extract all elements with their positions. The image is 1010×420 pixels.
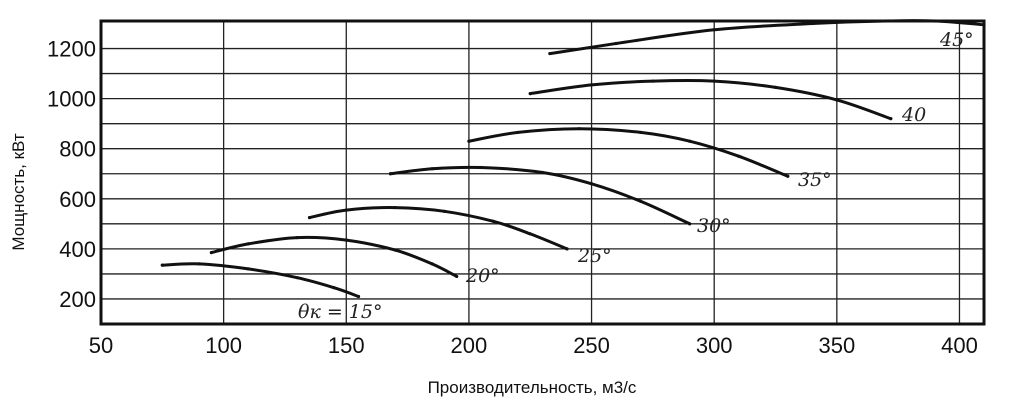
tick-labels: 50 100 150 200 250 300 350 400 200 400 600 800 1000 1… xyxy=(47,37,978,358)
x-tick-label: 400 xyxy=(941,333,978,358)
data-point xyxy=(332,286,336,290)
data-point xyxy=(479,165,483,170)
series-line-3 xyxy=(388,165,692,226)
curve-label-40: 40 xyxy=(901,104,926,126)
data-point xyxy=(516,130,520,135)
curve-label-45: 45° xyxy=(939,29,974,51)
x-tick-label: 200 xyxy=(451,333,488,358)
curve-label-15: θк = 15° xyxy=(298,301,382,323)
curve-label-25: 25° xyxy=(577,245,612,267)
data-point xyxy=(589,182,594,186)
data-point xyxy=(344,208,348,212)
data-point xyxy=(889,117,893,121)
data-point xyxy=(467,139,471,143)
curve-label-30: 30° xyxy=(697,215,731,237)
data-point xyxy=(209,251,213,255)
data-point xyxy=(246,267,250,271)
data-point xyxy=(430,262,434,266)
curves xyxy=(160,19,986,299)
data-point xyxy=(442,209,446,213)
x-tick-label: 50 xyxy=(89,333,113,358)
data-point xyxy=(639,199,643,203)
y-tick-label: 1000 xyxy=(47,87,96,112)
data-point xyxy=(651,79,655,83)
data-point xyxy=(786,174,790,178)
y-tick-label: 400 xyxy=(59,237,96,262)
x-tick-label: 150 xyxy=(328,333,365,358)
series-line-2 xyxy=(308,206,569,251)
data-point xyxy=(810,21,814,26)
data-point xyxy=(344,238,348,242)
data-point xyxy=(491,219,496,223)
data-point xyxy=(356,294,361,299)
data-point xyxy=(712,79,716,83)
data-point xyxy=(737,154,741,158)
plot-frame xyxy=(99,19,986,326)
data-point xyxy=(773,85,778,89)
data-point xyxy=(589,83,594,87)
data-point xyxy=(540,170,545,175)
y-tick-label: 200 xyxy=(59,287,96,312)
y-axis-label: Мощность, кВт xyxy=(9,133,28,250)
data-point xyxy=(614,41,618,46)
x-tick-label: 300 xyxy=(696,333,733,358)
y-tick-label: 800 xyxy=(59,137,96,162)
data-point xyxy=(528,92,532,96)
x-axis-label: Производительность, м3/с xyxy=(428,378,637,397)
data-point xyxy=(246,242,250,246)
curve-label-35: 35° xyxy=(798,169,832,191)
y-tick-label: 600 xyxy=(59,187,96,212)
x-tick-label: 250 xyxy=(573,333,610,358)
series-line-0 xyxy=(160,262,360,298)
data-point xyxy=(307,215,312,220)
curve-label-20: 20° xyxy=(465,265,500,287)
x-tick-label: 100 xyxy=(205,333,242,358)
data-point xyxy=(528,232,532,236)
x-tick-label: 350 xyxy=(818,333,855,358)
grid xyxy=(101,21,984,324)
data-point xyxy=(160,263,164,267)
data-point xyxy=(577,127,581,131)
data-point xyxy=(688,139,692,143)
data-point xyxy=(548,51,552,56)
data-point xyxy=(393,205,397,210)
data-point xyxy=(388,172,393,176)
data-point xyxy=(835,98,839,102)
y-tick-label: 1200 xyxy=(47,37,96,62)
data-point xyxy=(295,276,299,280)
data-point xyxy=(565,247,569,251)
data-point xyxy=(197,262,201,266)
data-point xyxy=(455,274,459,279)
data-point xyxy=(688,222,692,226)
data-point xyxy=(712,28,716,32)
data-point xyxy=(393,248,397,252)
data-point xyxy=(639,130,643,135)
data-point xyxy=(295,236,299,240)
data-point xyxy=(430,167,434,171)
